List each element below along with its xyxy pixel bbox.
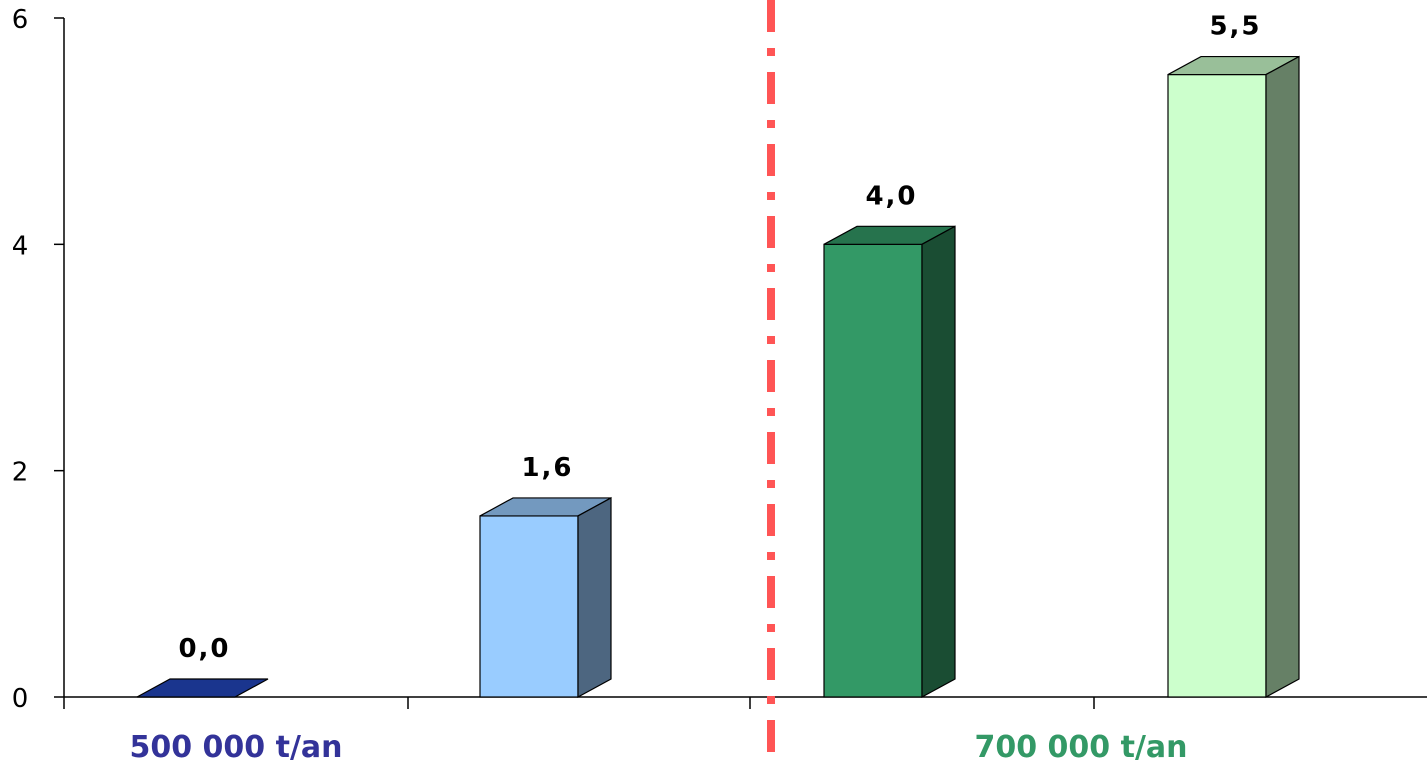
- y-tick-label: 6: [12, 5, 29, 35]
- bar-side: [1265, 55, 1300, 699]
- bar-top: [136, 678, 269, 698]
- bar-side: [921, 225, 956, 699]
- group-label: 500 000 t/an: [129, 730, 342, 761]
- bar-3: [823, 225, 956, 699]
- bar-side: [577, 496, 612, 699]
- bar-front: [1167, 73, 1267, 698]
- bar-value-label: 0,0: [178, 634, 230, 664]
- y-tick-label: 0: [12, 684, 29, 714]
- bar-front: [823, 243, 923, 698]
- labels: 0,0 1,6 4,0 5,5 500 000 t/an 700 000 t/an: [129, 12, 1261, 761]
- bar-value-label: 5,5: [1209, 12, 1261, 42]
- y-tick-label: 2: [12, 458, 29, 488]
- group-label: 700 000 t/an: [974, 730, 1187, 761]
- bar-value-label: 4,0: [865, 181, 917, 211]
- y-tick-label: 4: [12, 231, 29, 261]
- bar-2: [479, 496, 612, 699]
- bar-1: [136, 678, 269, 698]
- bar-front: [479, 515, 579, 698]
- bar-4: [1167, 55, 1300, 699]
- bars: [136, 55, 1300, 699]
- bar-value-label: 1,6: [521, 453, 573, 483]
